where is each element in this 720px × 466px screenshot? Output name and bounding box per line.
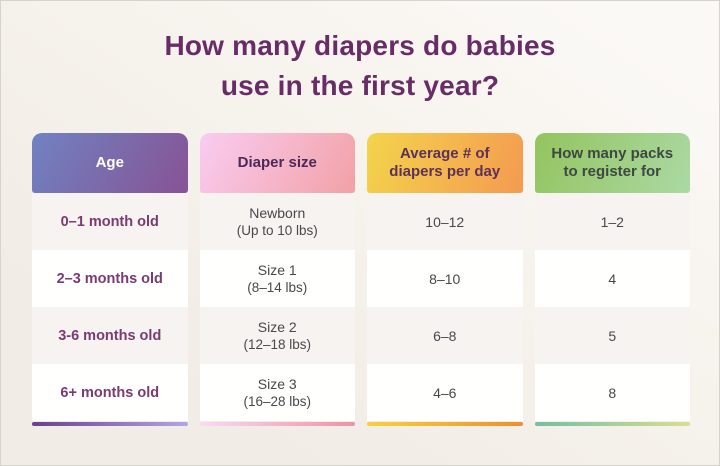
packs-cell: 5: [534, 307, 690, 364]
diapers-per-day-cell: 8–10: [367, 250, 523, 307]
packs-cell: 4: [534, 250, 690, 307]
column-footer-strip-age: [32, 422, 188, 426]
page-title-line-1: How many diapers do babies: [164, 30, 556, 61]
page-title: How many diapers do babies use in the fi…: [1, 1, 719, 106]
column-footer-strip-diapers-per-day: [367, 422, 523, 426]
diapers-per-day-cell: 4–6: [367, 364, 523, 421]
diaper-size-weight: (Up to 10 lbs): [236, 222, 318, 238]
column-diaper-size: Diaper size Newborn (Up to 10 lbs) Size …: [199, 133, 355, 426]
diaper-size-cell: Size 2 (12–18 lbs): [199, 307, 355, 364]
page-title-line-2: use in the first year?: [220, 70, 500, 101]
diaper-size-name: Size 1: [257, 261, 297, 278]
column-packs-to-register: How many packs to register for 1–2 4 5 8: [534, 133, 690, 426]
age-cell: 0–1 month old: [32, 193, 188, 250]
diaper-size-weight: (16–28 lbs): [243, 393, 312, 409]
diaper-size-name: Size 3: [257, 375, 297, 392]
diaper-size-cell: Size 1 (8–14 lbs): [199, 250, 355, 307]
packs-cell: 1–2: [534, 193, 690, 250]
column-footer-strip-diaper-size: [199, 422, 355, 426]
age-cell: 6+ months old: [32, 364, 188, 421]
diaper-size-cell: Newborn (Up to 10 lbs): [199, 193, 355, 250]
diaper-size-weight: (12–18 lbs): [243, 336, 312, 352]
column-age: Age 0–1 month old 2–3 months old 3-6 mon…: [32, 133, 188, 426]
column-header-age: Age: [32, 133, 188, 193]
column-header-diapers-per-day: Average # of diapers per day: [367, 133, 523, 193]
column-footer-strip-packs: [534, 422, 690, 426]
diaper-size-weight: (8–14 lbs): [247, 279, 308, 295]
column-diapers-per-day: Average # of diapers per day 10–12 8–10 …: [367, 133, 523, 426]
diapers-per-day-cell: 10–12: [367, 193, 523, 250]
age-cell: 2–3 months old: [32, 250, 188, 307]
diapers-per-day-cell: 6–8: [367, 307, 523, 364]
diaper-size-name: Size 2: [257, 318, 297, 335]
column-header-packs-to-register: How many packs to register for: [534, 133, 690, 193]
diaper-usage-table: Age 0–1 month old 2–3 months old 3-6 mon…: [32, 133, 690, 426]
diaper-size-name: Newborn: [249, 204, 306, 221]
diaper-size-cell: Size 3 (16–28 lbs): [199, 364, 355, 421]
age-cell: 3-6 months old: [32, 307, 188, 364]
column-header-diaper-size: Diaper size: [199, 133, 355, 193]
packs-cell: 8: [534, 364, 690, 421]
